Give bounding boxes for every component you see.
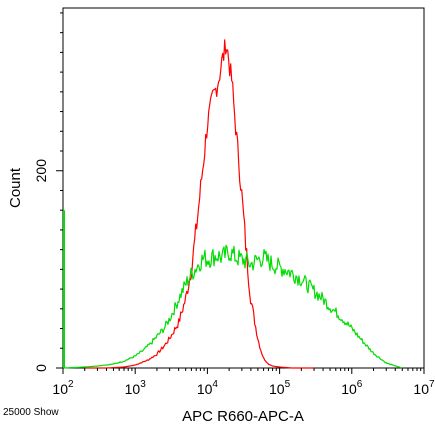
tick-layer: 102 103 104 105 106 107 0 200	[33, 12, 435, 397]
y-axis-title: Count	[7, 167, 24, 208]
x-tick-label: 103	[125, 379, 147, 397]
corner-note: 25000 Show	[3, 407, 59, 418]
y-tick-label: 0	[33, 364, 49, 372]
series-layer	[63, 39, 403, 369]
x-tick-label: 102	[52, 379, 74, 397]
x-tick-label: 107	[413, 379, 435, 397]
green-histogram-line	[63, 244, 403, 369]
x-tick-label: 104	[197, 379, 219, 397]
x-tick-label: 106	[341, 379, 363, 397]
x-tick-label: 105	[269, 379, 291, 397]
red-histogram-line	[84, 39, 314, 369]
x-axis-title: APC R660-APC-A	[182, 408, 304, 425]
y-tick-label: 200	[33, 159, 49, 183]
plot-frame	[62, 7, 425, 369]
